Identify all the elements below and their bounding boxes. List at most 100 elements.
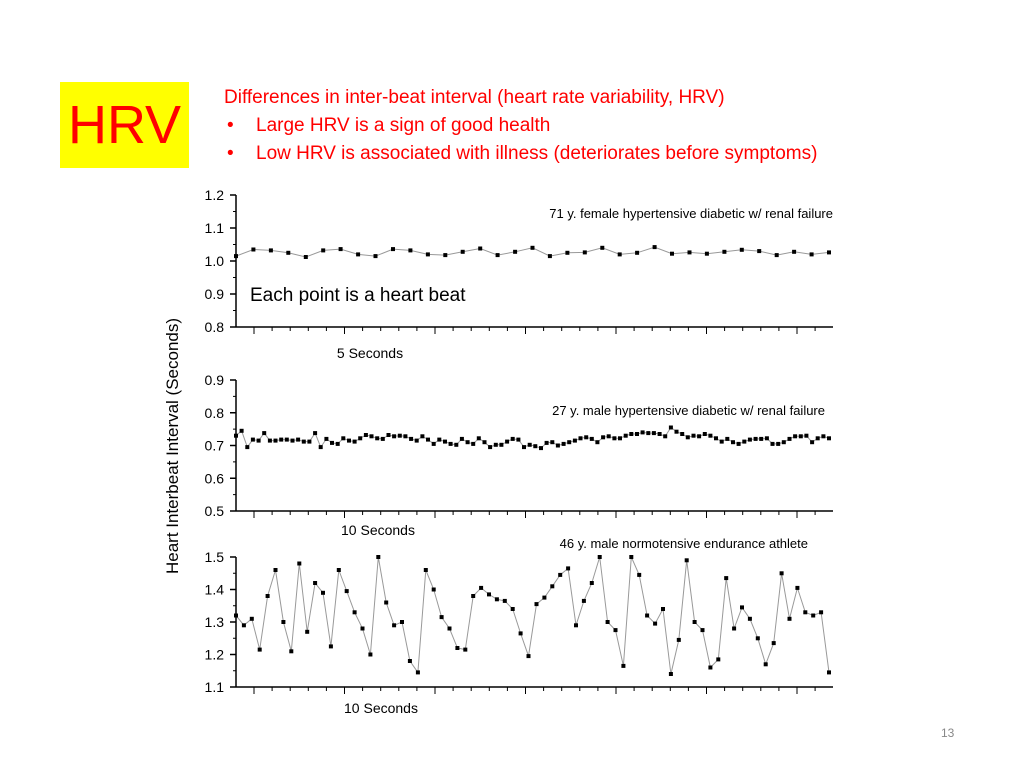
y-tick-label: 1.5	[205, 549, 225, 565]
data-point	[640, 430, 645, 435]
data-point	[307, 439, 312, 444]
data-point	[574, 623, 578, 628]
chart-panel: 0.9 0.8 0.7 0.6 0.5 27 y. male hypertensive d…	[205, 372, 833, 538]
data-point	[425, 252, 430, 257]
data-point	[747, 437, 752, 442]
data-point	[697, 434, 702, 439]
data-point	[763, 662, 768, 667]
data-point	[629, 555, 634, 559]
data-point	[407, 659, 412, 663]
data-point	[811, 613, 816, 618]
data-point	[565, 250, 570, 255]
data-point	[356, 252, 361, 257]
data-point	[819, 610, 824, 615]
data-point	[250, 437, 255, 442]
data-point	[774, 253, 779, 258]
data-point	[257, 647, 262, 652]
data-point	[527, 442, 532, 447]
data-point	[522, 445, 526, 450]
data-point	[606, 434, 611, 439]
data-point	[589, 436, 594, 441]
data-point	[262, 431, 267, 436]
data-point	[478, 246, 483, 251]
data-point	[344, 589, 349, 594]
data-point	[708, 665, 713, 670]
data-point	[455, 646, 460, 650]
data-point	[657, 432, 662, 436]
data-point	[471, 441, 476, 446]
data-point	[341, 436, 346, 441]
data-point	[513, 249, 518, 254]
data-point	[533, 444, 538, 449]
data-point	[827, 670, 831, 675]
data-point	[530, 245, 535, 250]
data-point	[443, 253, 448, 258]
data-point	[476, 436, 481, 441]
data-point	[651, 431, 656, 436]
data-point	[305, 629, 310, 634]
data-point	[716, 657, 721, 662]
data-point	[301, 439, 306, 444]
data-point	[459, 436, 464, 441]
data-point	[273, 438, 278, 443]
data-point	[747, 616, 752, 621]
data-point	[494, 597, 499, 602]
bullet-symbol: •	[227, 143, 234, 164]
data-point	[581, 598, 586, 603]
figure-annotation: Each point is a heart beat	[250, 285, 466, 306]
data-point	[336, 568, 341, 572]
data-point	[303, 255, 308, 259]
data-point	[787, 436, 792, 441]
data-point	[605, 620, 610, 624]
data-point	[759, 436, 764, 441]
data-point	[454, 442, 459, 447]
data-point	[391, 247, 395, 252]
data-point	[493, 442, 498, 447]
y-tick-label: 0.9	[205, 286, 225, 302]
data-point	[352, 610, 357, 615]
data-point	[795, 585, 800, 590]
data-point	[392, 434, 397, 439]
data-point	[692, 620, 697, 624]
x-axis-label: 10 Seconds	[344, 700, 418, 716]
chart-panel: 1.5 1.4 1.3 1.2 1.1 46 y. male normotensive e…	[205, 536, 833, 716]
data-point	[420, 434, 425, 439]
data-point	[595, 440, 600, 445]
data-point	[245, 445, 250, 450]
data-point	[691, 433, 696, 438]
data-point	[687, 250, 692, 255]
data-point	[793, 434, 798, 439]
data-point	[439, 615, 444, 620]
data-point	[719, 439, 724, 444]
data-point	[740, 605, 744, 610]
data-point	[646, 431, 651, 436]
data-point	[431, 587, 436, 592]
data-point	[239, 428, 244, 433]
data-point	[249, 616, 254, 621]
data-point	[542, 595, 547, 600]
data-point	[273, 568, 278, 572]
data-point	[725, 436, 730, 441]
data-point	[369, 434, 374, 439]
data-point	[368, 652, 373, 657]
data-point	[328, 644, 333, 649]
data-point	[397, 433, 402, 438]
data-point	[423, 568, 428, 572]
data-point	[623, 433, 628, 438]
data-point	[555, 443, 560, 448]
data-point	[463, 647, 468, 652]
y-tick-label: 0.6	[205, 470, 225, 486]
data-point	[448, 441, 453, 446]
data-point	[443, 439, 447, 444]
data-point	[544, 440, 549, 445]
data-point	[408, 248, 413, 253]
y-tick-label: 0.7	[205, 438, 225, 454]
data-point	[471, 594, 476, 598]
data-point	[313, 581, 318, 585]
data-point	[618, 436, 622, 441]
data-point	[234, 254, 238, 259]
data-point	[499, 442, 504, 447]
data-point	[770, 441, 775, 446]
data-point	[465, 440, 470, 445]
